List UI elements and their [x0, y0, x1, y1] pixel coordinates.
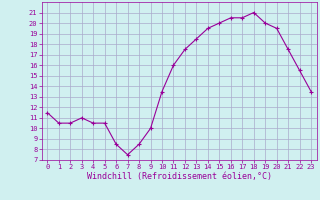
X-axis label: Windchill (Refroidissement éolien,°C): Windchill (Refroidissement éolien,°C) [87, 172, 272, 181]
